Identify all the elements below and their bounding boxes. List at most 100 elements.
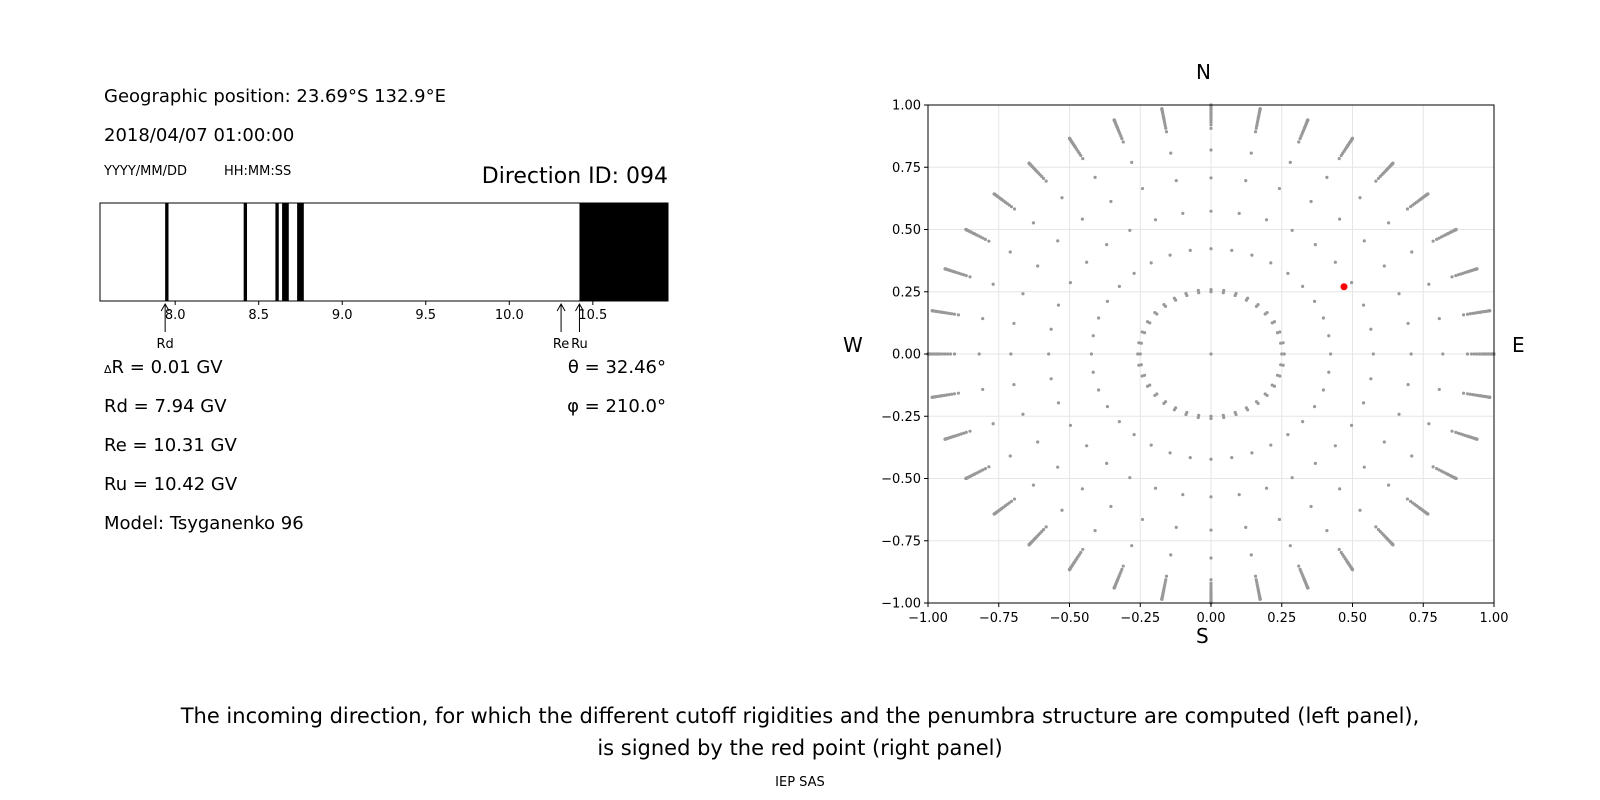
grid-point [1121, 140, 1125, 144]
x-tick-label: 9.0 [332, 308, 353, 323]
grid-point [1306, 118, 1310, 122]
grid-point [952, 312, 957, 316]
grid-point [1209, 287, 1213, 292]
grid-point [1281, 341, 1285, 345]
grid-point [1270, 321, 1274, 325]
grid-point [991, 282, 995, 286]
grid-point [1301, 284, 1305, 288]
grid-point [1488, 395, 1492, 399]
grid-point [1254, 126, 1258, 130]
grid-point [950, 312, 954, 316]
grid-point [1117, 420, 1121, 424]
direction-id: Direction ID: 094 [481, 164, 668, 189]
grid-point [1369, 327, 1373, 331]
grid-point [1140, 186, 1145, 191]
x-tick-label: −0.25 [1120, 611, 1160, 626]
grid-point [1465, 392, 1470, 396]
grid-point [1105, 299, 1110, 303]
grid-point [952, 352, 957, 356]
grid-point [956, 391, 961, 395]
grid-point [1148, 383, 1152, 387]
grid-point [1139, 363, 1143, 367]
grid-point [1288, 160, 1292, 164]
grid-point [948, 352, 953, 356]
grid-point [1209, 495, 1213, 499]
grid-point [1454, 227, 1458, 232]
east-label: E [1512, 333, 1525, 357]
grid-point [1060, 508, 1064, 512]
grid-point [1027, 543, 1031, 547]
grid-point [1233, 410, 1237, 415]
x-tick-label: 10.5 [578, 308, 607, 323]
penumbra-band [297, 203, 304, 301]
time-format-label: HH:MM:SS [224, 164, 292, 179]
grid-point [1477, 352, 1481, 356]
grid-point [1277, 186, 1282, 191]
x-tick-label: 0.25 [1267, 611, 1296, 626]
grid-point [1454, 274, 1458, 278]
grid-point [1209, 352, 1213, 356]
grid-point [1149, 261, 1153, 265]
grid-point [1263, 392, 1267, 396]
grid-point [1160, 597, 1164, 601]
grid-point [1468, 392, 1472, 396]
caption-line-2: is signed by the red point (right panel) [597, 736, 1003, 760]
grid-point [1469, 352, 1474, 356]
grid-point [943, 352, 947, 356]
grid-point [1049, 377, 1053, 381]
grid-point [1174, 525, 1178, 529]
grid-point [1085, 260, 1089, 264]
grid-point [1209, 126, 1213, 130]
grid-point [1297, 140, 1301, 144]
selected-direction-point [1340, 283, 1348, 291]
grid-point [1264, 218, 1269, 222]
grid-point [1138, 352, 1142, 356]
datetime: 2018/04/07 01:00:00 [104, 125, 295, 146]
grid-point [1142, 373, 1147, 377]
x-tick-label: 0.75 [1409, 611, 1438, 626]
grid-point [1209, 148, 1213, 152]
grid-point [950, 392, 954, 396]
grid-point [1209, 578, 1213, 582]
grid-point [981, 387, 985, 392]
grid-point [1454, 476, 1458, 481]
grid-point [1321, 388, 1325, 392]
grid-point [1168, 451, 1172, 455]
y-tick-label: 0.75 [892, 161, 921, 176]
grid-point [1237, 493, 1241, 497]
grid-point [1008, 250, 1012, 254]
grid-point [1279, 363, 1283, 367]
grid-point [977, 352, 981, 356]
grid-point [1209, 581, 1213, 585]
grid-point [1327, 334, 1331, 338]
grid-point [1244, 525, 1248, 529]
grid-point [1306, 586, 1310, 590]
grid-point [1209, 209, 1213, 213]
grid-point [941, 352, 945, 356]
x-tick-label: 8.5 [248, 308, 269, 323]
grid-point [1209, 247, 1213, 251]
grid-point [947, 311, 951, 315]
grid-point [1258, 107, 1262, 111]
grid-point [1454, 430, 1458, 434]
grid-point [1264, 486, 1269, 490]
x-tick-label: 10.0 [495, 308, 524, 323]
grid-point [1027, 161, 1031, 165]
grid-point [1280, 352, 1284, 356]
delta-r-value: ΔR = 0.01 GV [104, 357, 223, 378]
grid-point [1361, 303, 1366, 307]
grid-point [1405, 497, 1410, 501]
grid-point [1391, 161, 1395, 165]
grid-point [1128, 228, 1132, 232]
plot-frame [927, 104, 1495, 604]
grid-point [1174, 298, 1178, 302]
grid-point [987, 465, 991, 469]
grid-point [1012, 497, 1017, 501]
grid-point [1164, 126, 1168, 130]
grid-point [1282, 352, 1286, 356]
marker-arrow-head [575, 302, 584, 312]
grid-point [1277, 517, 1282, 522]
x-tick-label: 9.5 [415, 308, 436, 323]
grid-point [1279, 341, 1283, 345]
grid-point [1097, 388, 1101, 392]
